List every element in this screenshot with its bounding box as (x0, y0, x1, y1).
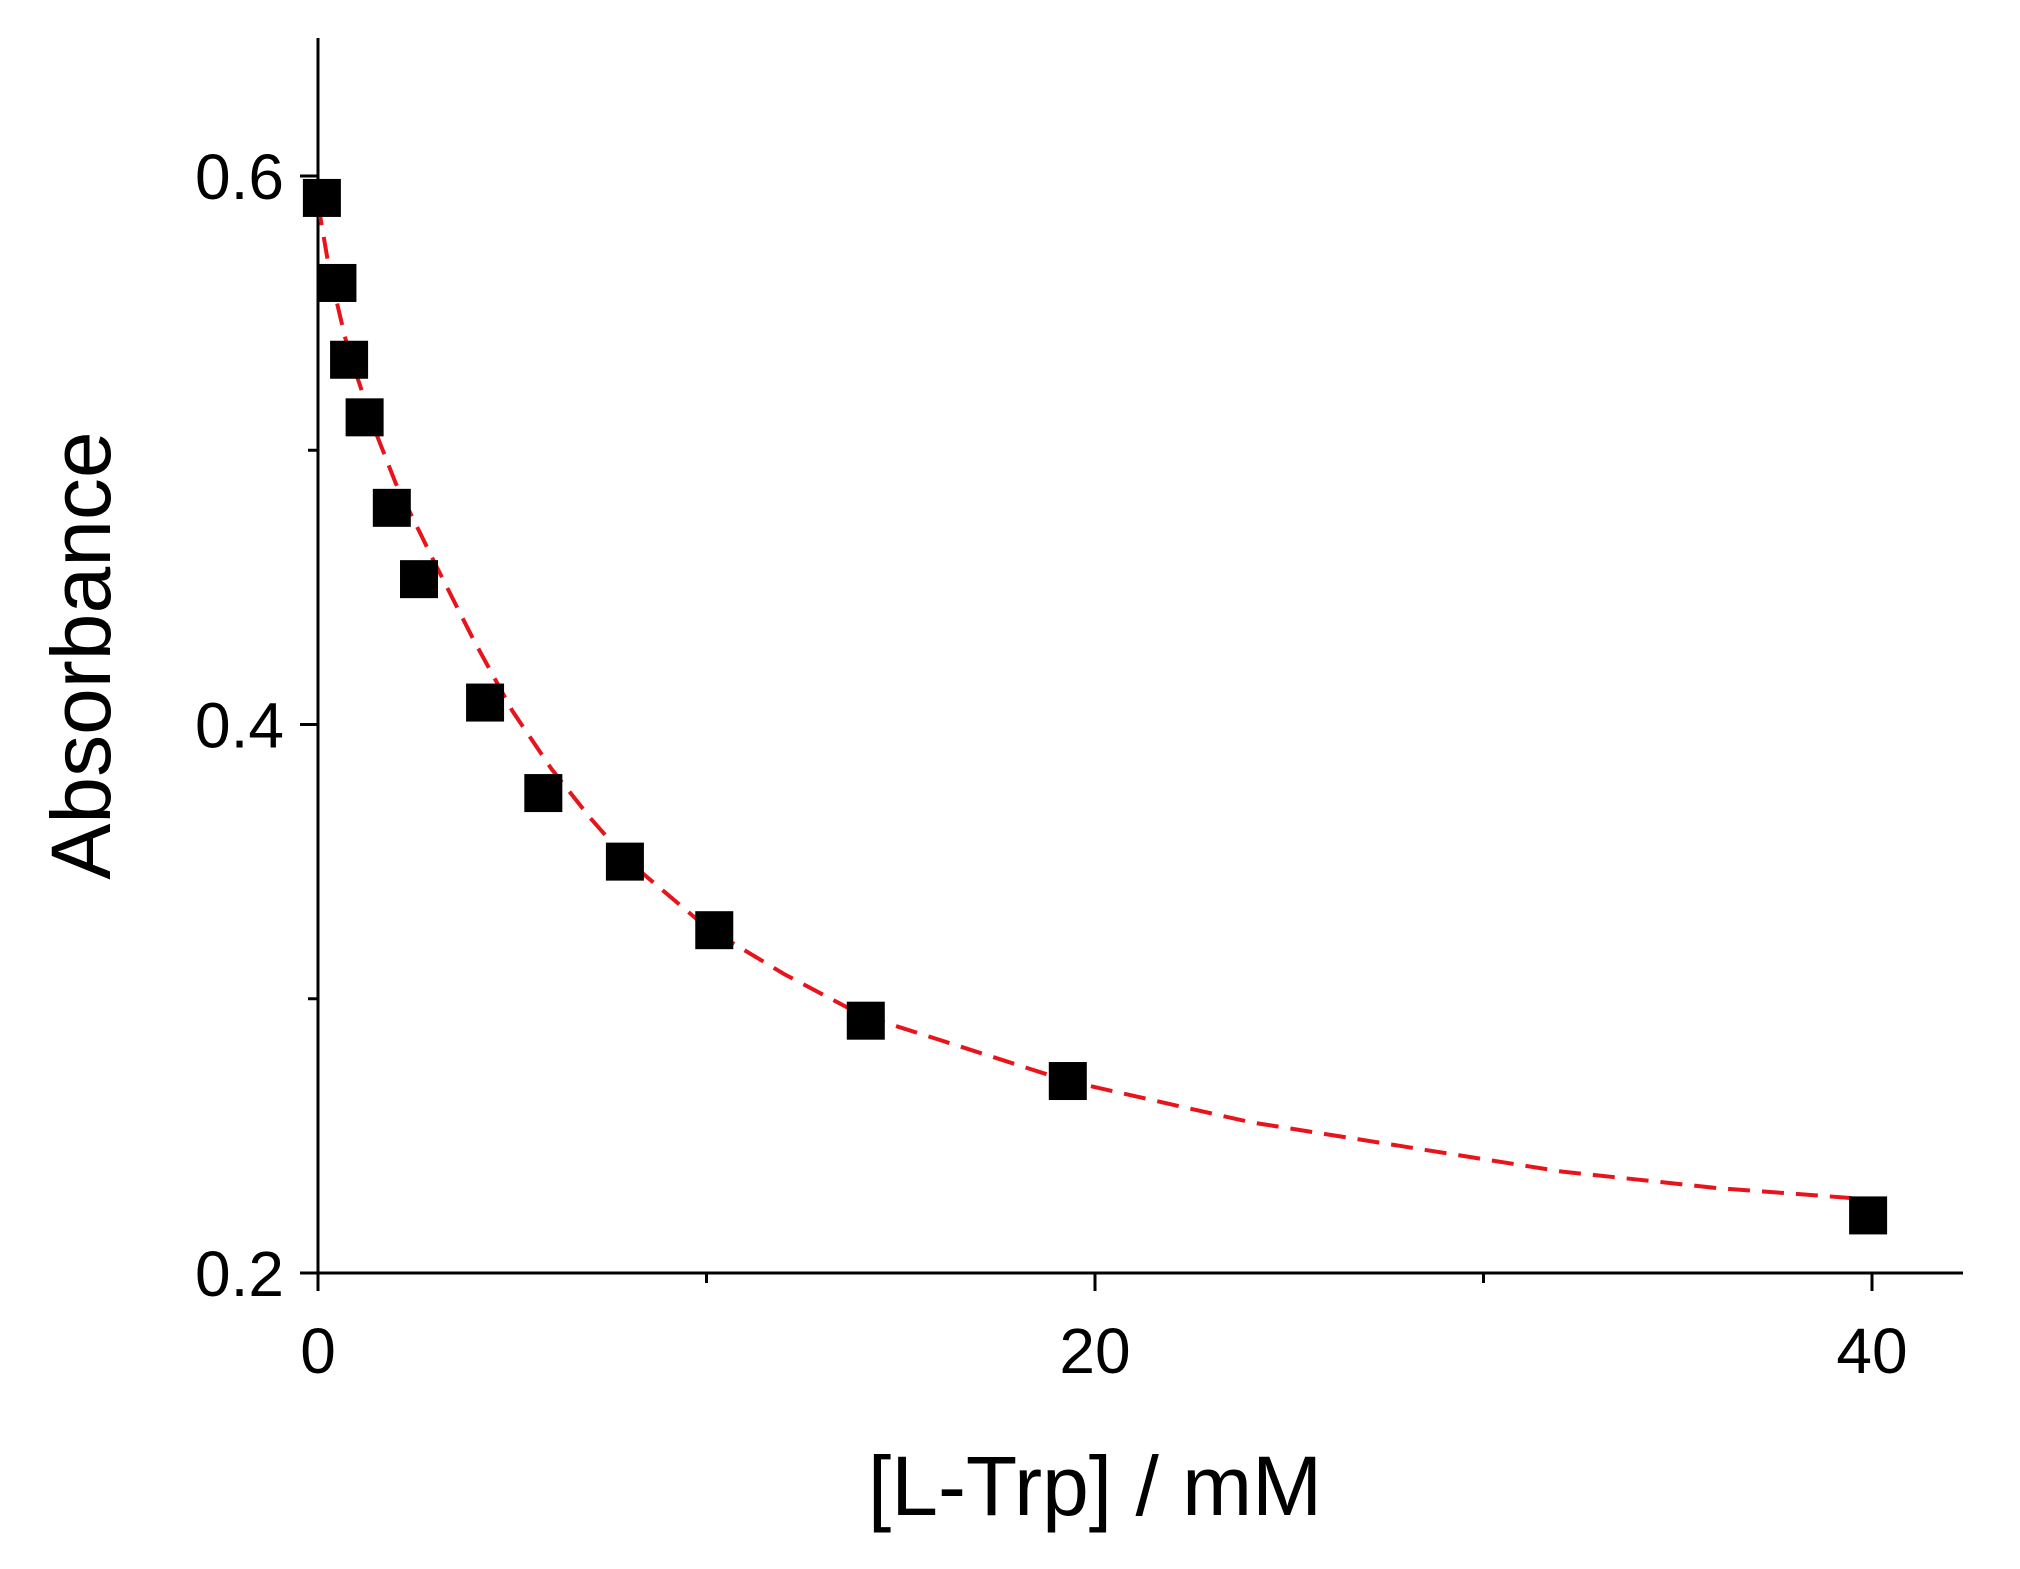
data-point (846, 1001, 885, 1040)
data-point (330, 340, 369, 379)
data-point (1849, 1196, 1888, 1235)
tick-labels: 0 20 40 0.2 0.4 0.6 (195, 141, 1908, 1387)
fit-curve (316, 203, 1865, 1201)
x-tick-label: 0 (300, 1315, 336, 1387)
y-axis-label: Absorbance (34, 431, 128, 879)
data-points (302, 178, 1888, 1235)
x-axis-label: [L-Trp] / mM (868, 1439, 1322, 1533)
data-point (524, 774, 563, 813)
y-tick-label: 0.4 (195, 690, 284, 762)
data-point (466, 683, 505, 722)
data-point (372, 488, 411, 527)
data-point (1048, 1062, 1087, 1101)
y-tick-label: 0.2 (195, 1238, 284, 1310)
y-tick-label: 0.6 (195, 141, 284, 213)
x-tick-label: 40 (1836, 1315, 1907, 1387)
data-point (345, 398, 384, 437)
axes (316, 38, 1963, 1275)
data-point (302, 178, 341, 217)
data-point (400, 560, 439, 599)
data-point (695, 911, 734, 950)
ticks (300, 174, 1874, 1291)
data-point (605, 842, 644, 881)
data-point (318, 263, 357, 302)
x-tick-label: 20 (1059, 1315, 1130, 1387)
